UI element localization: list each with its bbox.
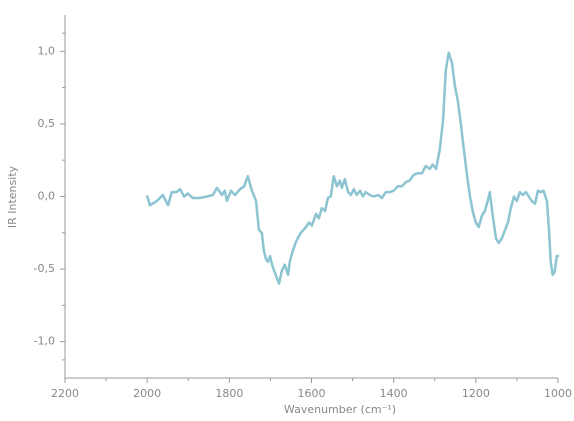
x-tick-label: 2000	[133, 387, 161, 400]
y-tick-label: -1,0	[34, 335, 55, 348]
y-tick-label: 0,0	[38, 190, 56, 203]
x-tick-label: 1600	[298, 387, 326, 400]
x-tick-label: 1400	[380, 387, 408, 400]
x-tick-label: 1800	[215, 387, 243, 400]
y-tick-label: -0,5	[34, 262, 55, 275]
spectrum-line	[145, 51, 560, 285]
y-tick-label: 0,5	[38, 117, 56, 130]
x-tick-label: 2200	[51, 387, 79, 400]
x-axis-label: Wavenumber (cm⁻¹)	[284, 403, 396, 416]
x-tick-label: 1000	[544, 387, 572, 400]
y-axis-label: IR Intensity	[6, 165, 19, 228]
y-tick-label: 1,0	[38, 44, 56, 57]
x-tick-label: 1200	[462, 387, 490, 400]
